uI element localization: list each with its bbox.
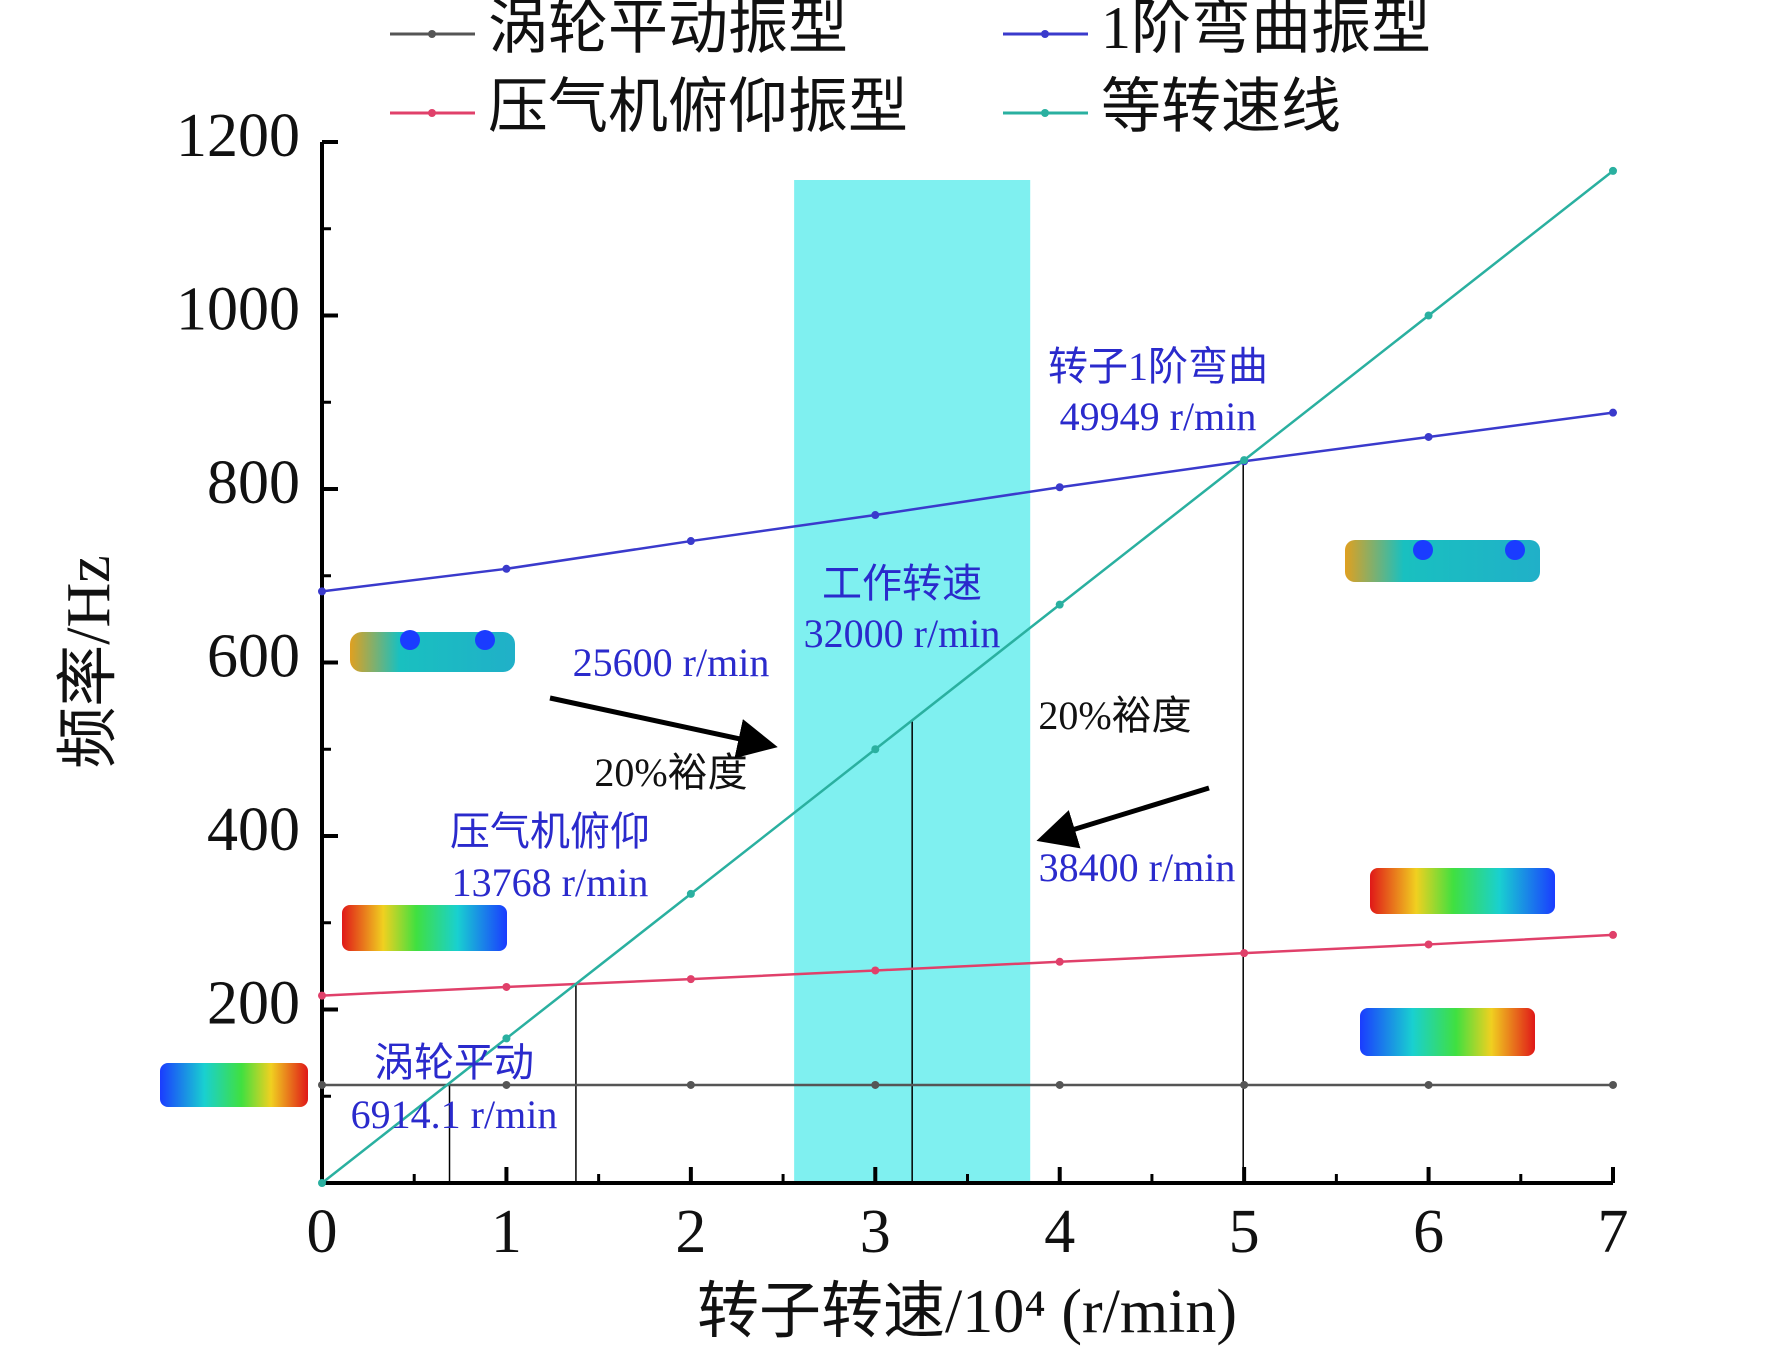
annotation: 49949 r/min (1060, 394, 1257, 439)
legend-label: 压气机俯仰振型 (488, 74, 908, 140)
x-axis-label: 转子转速/10⁴ (r/min) (697, 1278, 1237, 1346)
y-axis-label: 频率/Hz (55, 555, 123, 769)
legend-label: 1阶弯曲振型 (1101, 0, 1431, 61)
data-point (1055, 600, 1064, 609)
data-point (1609, 408, 1617, 417)
y-tick-label: 1000 (176, 276, 300, 344)
data-point (871, 745, 880, 754)
data-point (686, 537, 695, 546)
annotation: 转子1阶弯曲 (1048, 344, 1268, 389)
annotation: 6914.1 r/min (351, 1092, 558, 1137)
x-tick-label: 0 (307, 1198, 338, 1266)
data-point (1240, 949, 1249, 958)
data-point (1609, 1080, 1617, 1089)
data-point (502, 564, 511, 573)
data-point (1609, 166, 1617, 175)
mode-shape-icon (1360, 1008, 1535, 1056)
annotation: 工作转速 (822, 561, 982, 606)
data-point (502, 982, 511, 991)
mode-shape-icon (342, 905, 507, 951)
series-line (321, 933, 1614, 997)
annotation: 涡轮平动 (374, 1040, 534, 1085)
data-point (1240, 1080, 1249, 1089)
mode-shape-icon (1345, 540, 1540, 582)
data-point (502, 1080, 511, 1089)
legend-marker (428, 109, 436, 117)
data-point (1424, 432, 1433, 441)
data-point (318, 991, 326, 1000)
mode-shape-icon (160, 1063, 308, 1107)
x-tick-label: 1 (491, 1198, 522, 1266)
annotation: 压气机俯仰 (450, 809, 650, 854)
mode-shape-icons (160, 540, 1555, 1107)
data-point (1055, 483, 1064, 492)
x-tick-label: 5 (1229, 1198, 1260, 1266)
data-point (871, 511, 880, 520)
y-tick-label: 600 (207, 623, 300, 691)
mode-shape-icon (350, 630, 515, 672)
data-point (1055, 957, 1064, 966)
legend-marker (428, 30, 436, 38)
data-point (502, 1034, 511, 1043)
data-point (871, 1080, 880, 1089)
data-point (871, 966, 880, 975)
annotation: 32000 r/min (804, 611, 1001, 656)
y-tick-label: 200 (207, 970, 300, 1038)
x-tick-label: 2 (675, 1198, 706, 1266)
annotation: 13768 r/min (452, 860, 649, 905)
y-tick-label: 800 (207, 449, 300, 517)
data-point (686, 889, 695, 898)
mode-shape-icon (1370, 868, 1555, 914)
x-tick-label: 7 (1598, 1198, 1629, 1266)
y-tick-label: 400 (207, 796, 300, 864)
legend-label: 等转速线 (1101, 74, 1341, 140)
annotation: 20%裕度 (1038, 693, 1191, 738)
data-point (318, 1179, 326, 1187)
y-tick-label: 1200 (176, 102, 300, 170)
annotation: 25600 r/min (573, 640, 770, 685)
data-point (318, 1080, 326, 1089)
legend-label: 涡轮平动振型 (488, 0, 848, 61)
annotation: 38400 r/min (1039, 845, 1236, 890)
annotation: 20%裕度 (594, 750, 747, 795)
x-tick-label: 3 (860, 1198, 891, 1266)
series-line (321, 169, 1614, 1184)
x-tick-label: 4 (1044, 1198, 1075, 1266)
data-point (1424, 940, 1433, 949)
data-point (1424, 1080, 1433, 1089)
data-point (1240, 456, 1249, 465)
data-point (318, 587, 326, 596)
arrow (1036, 785, 1210, 849)
data-point (1055, 1080, 1064, 1089)
data-point (1424, 311, 1433, 320)
data-point (1609, 930, 1617, 939)
legend-marker (1041, 30, 1049, 38)
x-tick-label: 6 (1413, 1198, 1444, 1266)
data-point (686, 1080, 695, 1089)
data-point (686, 975, 695, 984)
series-line (321, 411, 1614, 593)
arrow (549, 695, 778, 759)
legend-marker (1041, 109, 1049, 117)
